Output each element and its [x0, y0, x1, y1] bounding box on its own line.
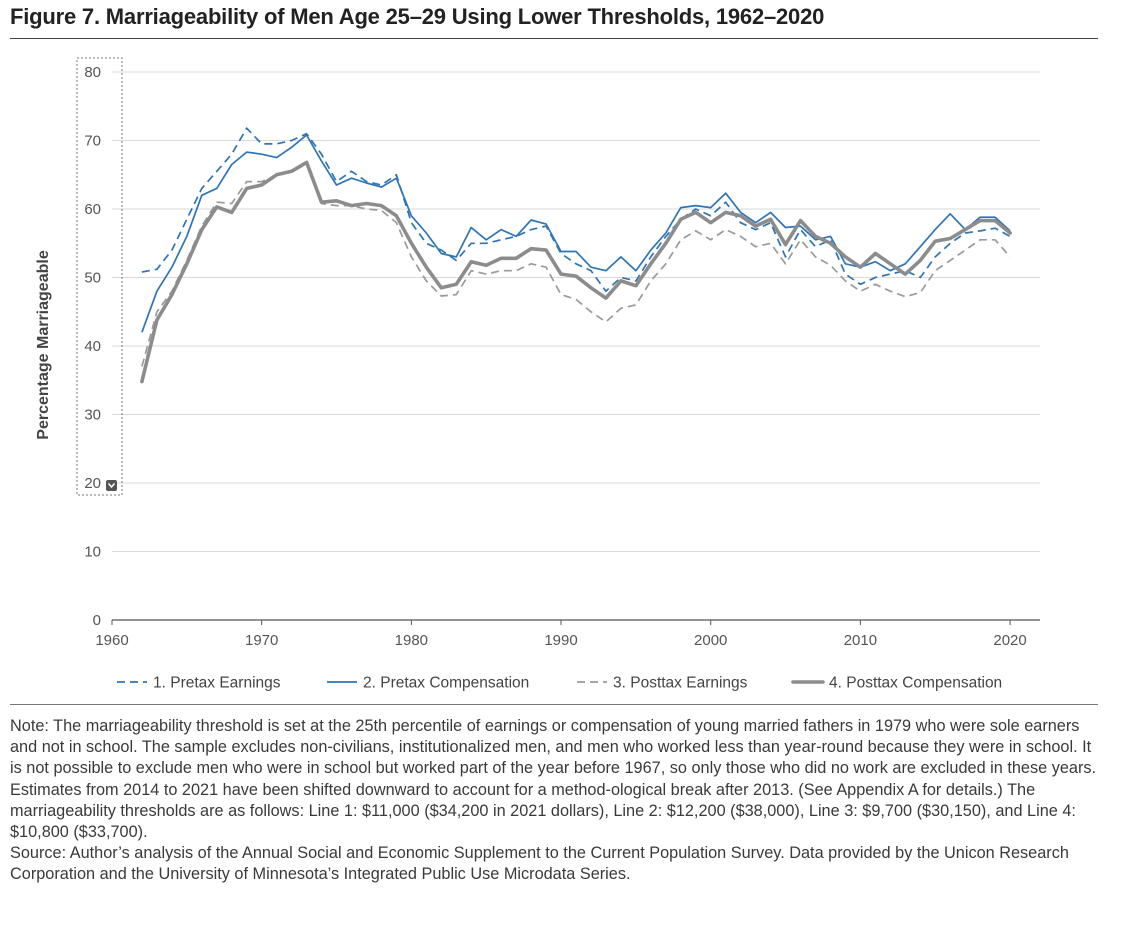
series-line-2: [141, 134, 1011, 333]
notes-block: Note: The marriageability threshold is s…: [10, 716, 1100, 886]
y-tick-label: 40: [84, 338, 101, 355]
figure-title: Figure 7. Marriageability of Men Age 25–…: [10, 4, 825, 29]
notes-divider: [10, 704, 1098, 705]
series-line-4: [140, 160, 1012, 384]
source-text: Source: Author’s analysis of the Annual …: [10, 844, 1069, 884]
legend-label-2: 2. Pretax Compensation: [363, 675, 529, 692]
y-tick-label: 30: [84, 407, 101, 424]
x-tick-label: 1990: [544, 632, 577, 649]
y-tick-label: 60: [84, 201, 101, 218]
gridlines: [112, 71, 1040, 621]
y-axis-selection-box[interactable]: [76, 57, 123, 496]
y-tick-label: 20: [84, 475, 101, 492]
x-tick-label: 1960: [95, 632, 128, 649]
x-tick-label: 2000: [694, 632, 727, 649]
y-axis-ticks: 0 10 20 30 40 50 60 70 80: [84, 64, 101, 629]
chevron-down-icon[interactable]: [106, 480, 117, 491]
series-line-3: [141, 163, 1011, 367]
line-chart: 0 10 20 30 40 50 60 70 80 1960 1970 1980 1990 2000 20…: [35, 57, 1040, 692]
legend-label-1: 1. Pretax Earnings: [153, 675, 281, 692]
legend-label-3: 3. Posttax Earnings: [613, 675, 748, 692]
series-line-1: [141, 127, 1011, 293]
x-axis-ticks: 1960 1970 1980 1990 2000 2010 2020: [95, 620, 1027, 649]
legend-label-4: 4. Posttax Compensation: [829, 675, 1002, 692]
x-tick-label: 1980: [395, 632, 428, 649]
x-tick-label: 2010: [844, 632, 877, 649]
y-tick-label: 80: [84, 64, 101, 81]
x-tick-label: 2020: [993, 632, 1026, 649]
y-tick-label: 10: [84, 544, 101, 561]
y-tick-label: 0: [93, 612, 101, 629]
y-axis-label: Percentage Marriageable: [35, 250, 52, 440]
y-tick-label: 70: [84, 133, 101, 150]
y-tick-label: 50: [84, 270, 101, 287]
legend: 1. Pretax Earnings 2. Pretax Compensation…: [117, 675, 1002, 692]
note-text: Note: The marriageability threshold is s…: [10, 717, 1097, 842]
x-tick-label: 1970: [245, 632, 278, 649]
title-divider: [10, 38, 1098, 39]
series-lines: [140, 127, 1012, 384]
